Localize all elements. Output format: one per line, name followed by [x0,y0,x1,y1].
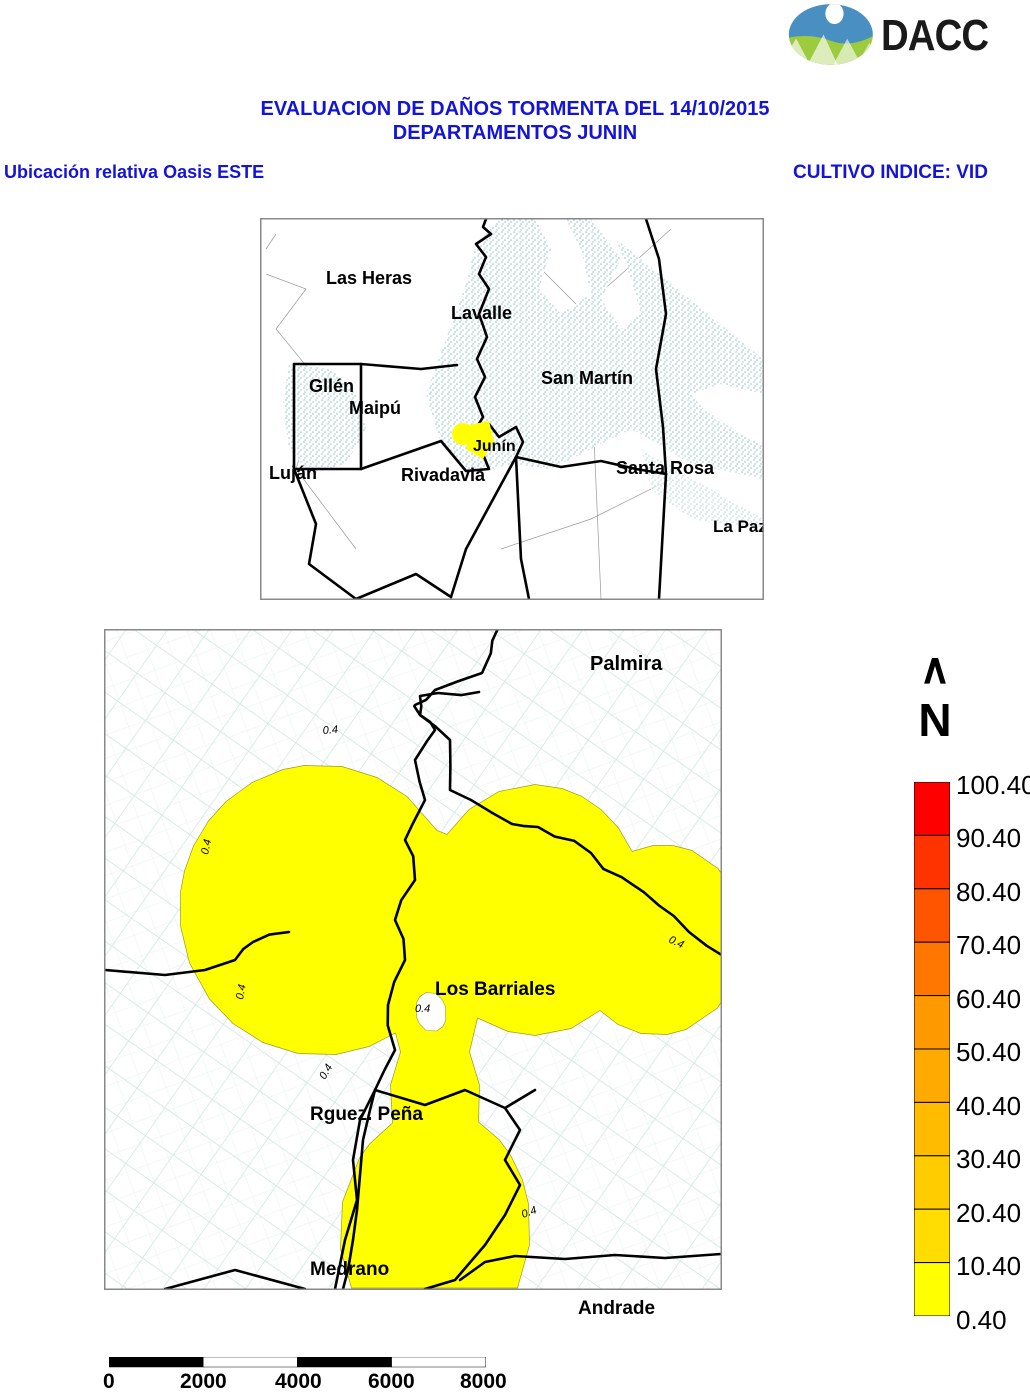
svg-text:Palmira: Palmira [590,653,663,675]
svg-text:Maipú: Maipú [349,398,401,418]
svg-text:0.4: 0.4 [322,724,338,737]
svg-text:Rguez. Peña: Rguez. Peña [310,1104,423,1125]
svg-text:Lavalle: Lavalle [451,303,512,323]
svg-text:La Paz: La Paz [713,517,763,536]
svg-text:Rivadavia: Rivadavia [401,465,486,485]
svg-text:Junín: Junín [473,438,516,455]
svg-text:0.4: 0.4 [415,1003,430,1015]
svg-text:Las Heras: Las Heras [326,268,412,288]
svg-text:Santa Rosa: Santa Rosa [616,458,715,478]
svg-text:Luján: Luján [269,463,317,483]
svg-text:Los Barriales: Los Barriales [435,979,555,1000]
svg-text:San Martín: San Martín [541,368,633,388]
svg-text:Medrano: Medrano [310,1259,389,1280]
svg-text:Gllén: Gllén [309,376,354,396]
svg-text:DACC: DACC [881,11,988,60]
